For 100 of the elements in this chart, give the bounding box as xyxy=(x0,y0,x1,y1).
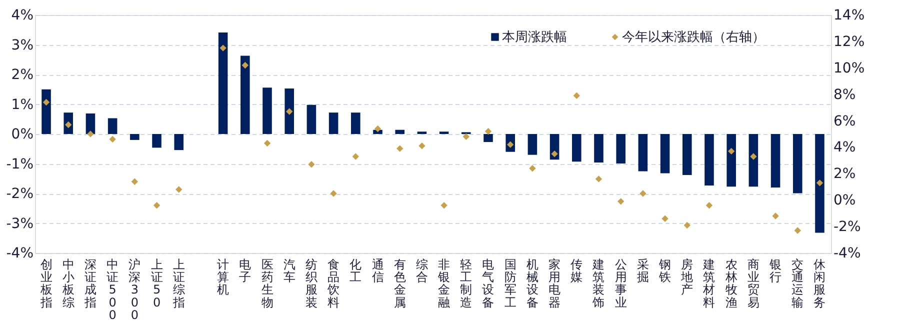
bar xyxy=(240,56,250,134)
point xyxy=(640,190,646,197)
x-tick-label: 纺织服装 xyxy=(305,258,318,310)
point xyxy=(418,142,426,150)
x-tick-label: 电子 xyxy=(239,258,252,284)
bar xyxy=(726,134,736,187)
x-tick-label: 非银金融 xyxy=(437,258,450,310)
bar xyxy=(528,134,538,155)
point xyxy=(440,202,448,209)
point xyxy=(131,178,138,185)
point xyxy=(662,215,668,222)
point xyxy=(264,140,271,147)
point xyxy=(396,145,404,152)
point xyxy=(816,180,824,186)
y-tick-label: 2% xyxy=(11,67,34,83)
point xyxy=(617,198,624,205)
point xyxy=(484,128,492,135)
y-tick-label: -4% xyxy=(6,246,34,262)
y2-tick-label: -4% xyxy=(834,246,861,262)
point xyxy=(529,165,536,172)
y2-tick-label: 0% xyxy=(834,192,856,209)
x-tick-label: 钢铁 xyxy=(658,258,672,284)
y-tick-label: -3% xyxy=(6,216,34,232)
bar xyxy=(284,88,294,134)
y2-tick-label: 6% xyxy=(834,113,856,130)
x-tick-label: 有色金属 xyxy=(394,258,406,310)
x-tick-label: 公用事业 xyxy=(614,258,627,310)
point xyxy=(286,108,293,115)
x-tick-label: 农林牧渔 xyxy=(724,258,738,310)
bar xyxy=(770,134,780,188)
point xyxy=(772,212,779,220)
x-tick-label: 汽车 xyxy=(283,258,296,284)
point xyxy=(728,148,735,155)
bar xyxy=(395,130,404,134)
x-tick-label: 综合 xyxy=(416,258,428,284)
bar xyxy=(748,134,758,187)
legend-label: 本周涨跌幅 xyxy=(502,30,567,45)
y-tick-label: -1% xyxy=(6,156,34,172)
bar xyxy=(328,112,338,134)
y2-tick-label: 14% xyxy=(834,8,865,24)
y-tick-label: 0% xyxy=(11,126,34,142)
bar xyxy=(42,89,51,134)
point xyxy=(109,136,116,143)
point xyxy=(220,44,226,52)
bar xyxy=(792,134,802,194)
x-tick-label: 传媒 xyxy=(570,258,583,284)
bar xyxy=(682,134,692,176)
x-tick-label: 休闲服务 xyxy=(814,258,826,310)
bar xyxy=(86,113,96,134)
x-tick-label: 计算机 xyxy=(217,258,230,297)
point xyxy=(308,161,315,168)
x-tick-label: 轻工制造 xyxy=(460,258,472,310)
y-tick-label: 1% xyxy=(11,96,34,113)
x-tick-label: 电气设备 xyxy=(482,258,494,310)
bar xyxy=(660,134,670,174)
x-tick-label: 房地产 xyxy=(680,258,694,297)
point xyxy=(153,202,160,209)
bar xyxy=(152,134,162,148)
bar xyxy=(351,112,360,134)
point xyxy=(573,92,580,100)
y2-tick-label: 12% xyxy=(834,34,865,50)
y2-tick-label: 10% xyxy=(834,60,865,76)
bar xyxy=(815,134,824,233)
x-tick-label: 沪深300 xyxy=(128,258,141,322)
x-tick-label: 医药生物 xyxy=(261,258,274,310)
point xyxy=(706,202,713,209)
x-tick-label: 中小板综 xyxy=(61,258,74,310)
point xyxy=(176,186,182,193)
x-tick-label: 上证50 xyxy=(150,258,163,310)
legend-label: 今年以来涨跌幅（右轴） xyxy=(622,30,765,45)
bar xyxy=(616,134,626,164)
x-tick-label: 通信 xyxy=(372,258,384,284)
bar xyxy=(484,134,493,142)
x-tick-label: 创业板指 xyxy=(39,258,52,310)
x-tick-label: 商业贸易 xyxy=(747,258,760,310)
y-tick-label: 3% xyxy=(11,37,34,54)
x-tick-label: 食品饮料 xyxy=(326,258,340,310)
x-tick-label: 银行 xyxy=(768,258,782,284)
point xyxy=(352,153,360,160)
bar xyxy=(218,32,228,134)
point xyxy=(794,227,801,234)
bar xyxy=(638,134,648,172)
x-tick-label: 建筑材料 xyxy=(702,258,716,310)
x-tick-label: 国防军工 xyxy=(504,258,516,310)
x-tick-label: 采掘 xyxy=(636,258,649,284)
point xyxy=(684,222,690,229)
bar xyxy=(594,134,604,163)
point xyxy=(551,150,558,158)
x-tick-label: 家用电器 xyxy=(548,258,561,310)
x-tick-label: 机械设备 xyxy=(526,258,538,310)
bar xyxy=(174,134,184,150)
x-tick-label: 交通运输 xyxy=(792,258,804,310)
y2-tick-label: 2% xyxy=(834,166,856,182)
point xyxy=(750,153,757,160)
y-tick-label: 4% xyxy=(11,8,34,24)
bar xyxy=(108,118,118,134)
x-tick-label: 上证综指 xyxy=(172,258,185,310)
bar xyxy=(306,104,316,134)
point xyxy=(374,125,382,132)
x-tick-label: 中证500 xyxy=(106,258,119,322)
